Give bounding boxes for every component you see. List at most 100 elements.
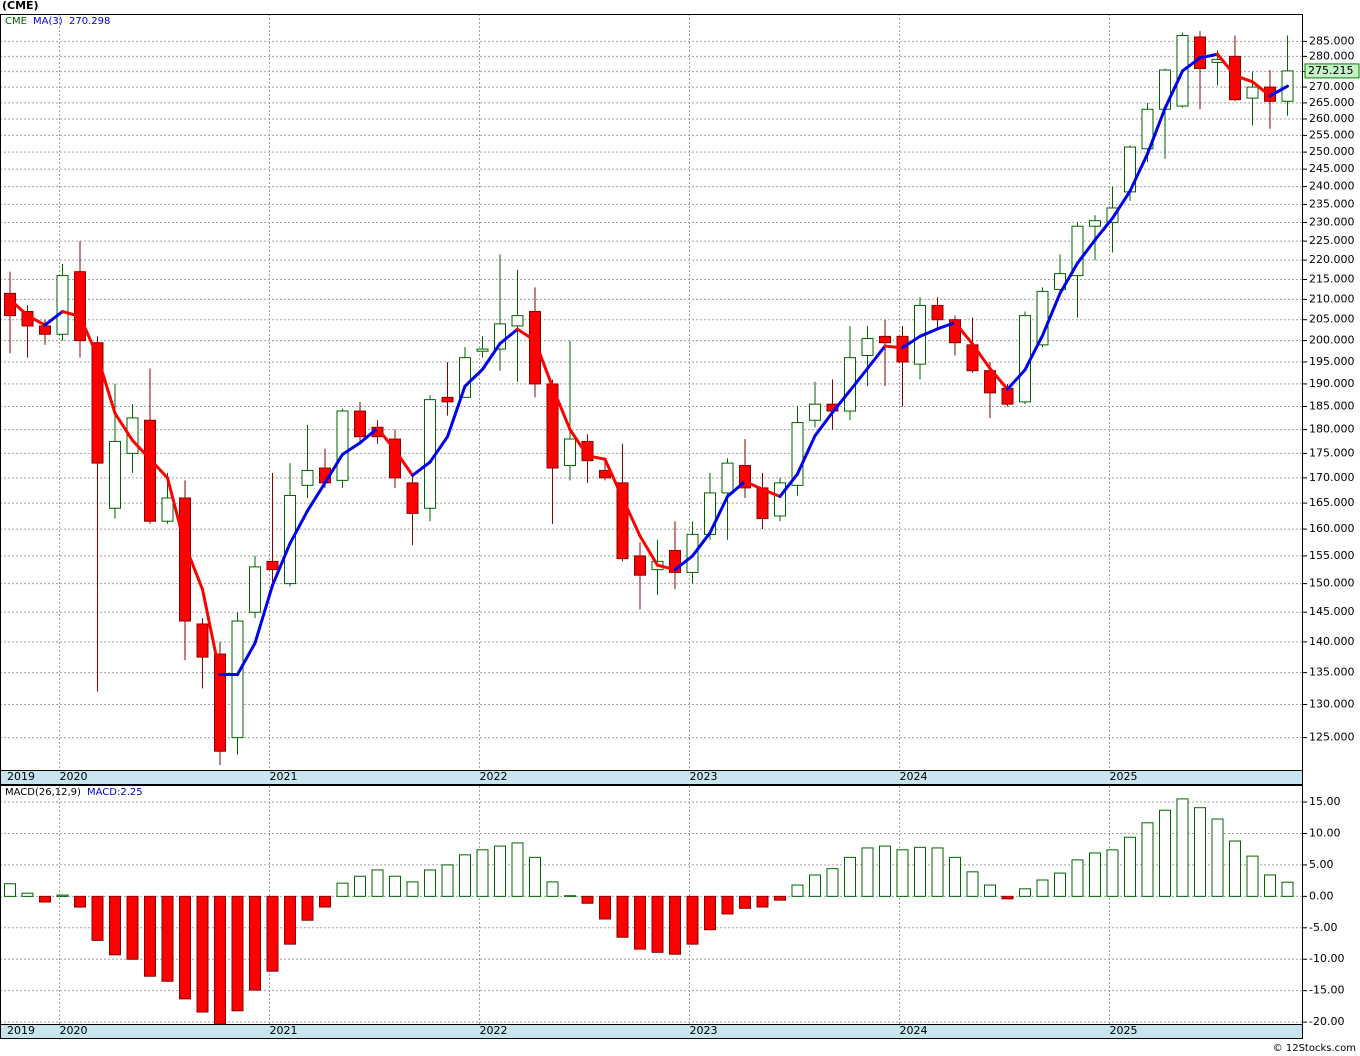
candle-body (599, 469, 611, 479)
macd-bar (581, 895, 594, 904)
candle-body (196, 623, 209, 658)
y-tick-label: 130.000 (1309, 697, 1355, 710)
candle-body (1141, 108, 1154, 150)
macd-bar (301, 895, 314, 921)
ma-line (288, 509, 309, 545)
candle-body (529, 311, 541, 385)
ma-line (183, 543, 204, 591)
ma-line (148, 457, 169, 480)
ma-line (551, 385, 572, 432)
y-tick-label: 260.000 (1309, 112, 1355, 125)
candle-body (774, 482, 786, 517)
macd-bar (984, 884, 996, 897)
ma-line (1146, 106, 1167, 156)
candle-body (686, 533, 699, 573)
macd-bar (1176, 798, 1189, 897)
candle-body (39, 325, 51, 335)
candle-body (214, 653, 226, 752)
macd-bar (634, 895, 646, 950)
macd-bar (861, 847, 874, 897)
y-tick-label: -10.00 (1309, 952, 1344, 965)
macd-bar (1229, 840, 1241, 897)
y-tick-label: 220.000 (1309, 253, 1355, 266)
ma-line (831, 389, 852, 414)
ma-line (638, 534, 659, 567)
x-tick-label: 2024 (900, 1024, 928, 1037)
macd-bar (966, 871, 979, 897)
macd-bar (826, 868, 839, 897)
ma-line (131, 438, 152, 461)
ma-line (621, 496, 642, 538)
y-tick-label: 145.000 (1309, 605, 1355, 618)
macd-bar (39, 895, 51, 903)
macd-bar (424, 869, 436, 897)
candle-body (354, 410, 366, 438)
candle-body (179, 497, 191, 622)
ma-line (953, 321, 974, 346)
ma-line (1163, 69, 1184, 110)
macd-bar (319, 895, 331, 908)
macd-bar (1159, 809, 1171, 897)
macd-bar (4, 883, 16, 897)
y-tick-label: 230.000 (1309, 216, 1355, 229)
ma-line (271, 541, 292, 587)
chart-title: (CME) (2, 0, 39, 12)
price-frame (0, 14, 1303, 785)
macd-current: MACD:2.25 (87, 787, 143, 798)
macd-bar (651, 895, 664, 953)
ma-line (166, 476, 187, 547)
macd-bar (441, 864, 454, 897)
macd-title: MACD(26,12,9) (5, 787, 81, 798)
macd-bar (686, 895, 699, 945)
macd-frame (0, 785, 1303, 1039)
y-tick-label: -5.00 (1309, 921, 1337, 934)
macd-bar (91, 895, 104, 941)
macd-bar (231, 895, 244, 1012)
ma-line (463, 367, 484, 388)
ma-line (1041, 291, 1062, 338)
ma-line (376, 426, 397, 452)
candle-body (406, 482, 419, 514)
candle-body (284, 494, 296, 585)
x-tick-label: 2019 (7, 1024, 35, 1037)
ma-line (428, 435, 449, 464)
ma-line (323, 452, 344, 485)
ma-line (1076, 238, 1097, 265)
ma-line (481, 342, 502, 371)
candle-body (161, 497, 174, 522)
ma-line (1023, 334, 1044, 372)
ma-line (341, 441, 362, 456)
y-tick-label: 195.000 (1309, 355, 1355, 368)
ma-line (988, 367, 1009, 391)
macd-bar (56, 894, 69, 897)
ma-line (1128, 152, 1149, 193)
y-tick-label: 125.000 (1309, 731, 1355, 744)
x-tick-label: 2020 (60, 1024, 88, 1037)
y-tick-label: 240.000 (1309, 180, 1355, 193)
ma-line (848, 367, 869, 393)
last-price-box (1304, 63, 1360, 79)
ma-line (603, 457, 624, 500)
macd-bar (406, 881, 419, 897)
y-tick-label: 235.000 (1309, 197, 1355, 210)
ma-line (1251, 80, 1272, 98)
x-tick-label: 2024 (900, 770, 928, 783)
macd-bar (179, 895, 191, 1000)
macd-bar (1246, 855, 1259, 897)
candle-body (1071, 225, 1084, 277)
y-tick-label: 135.000 (1309, 666, 1355, 679)
candle-body (266, 560, 279, 571)
y-tick-label: 250.000 (1309, 145, 1355, 158)
candle-body (581, 440, 594, 462)
candle-body (809, 403, 821, 421)
macd-bar (704, 895, 716, 931)
credit: © 12Stocks.com (1273, 1043, 1356, 1054)
y-tick-label: 215.000 (1309, 273, 1355, 286)
x-tick-label: 2023 (690, 770, 718, 783)
candle-body (494, 323, 506, 350)
candle-body (791, 422, 804, 486)
candle-body (1194, 36, 1206, 70)
macd-bar (249, 895, 261, 991)
candle-body (1019, 315, 1031, 403)
candle-body (336, 410, 349, 481)
